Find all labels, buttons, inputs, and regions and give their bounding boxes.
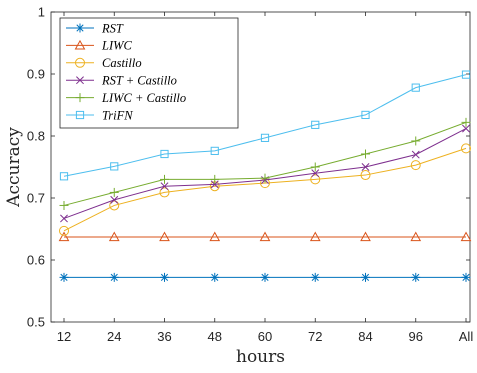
y-tick-label: 0.7 [27,191,45,206]
legend-entry: RST + Castillo [66,74,177,88]
marker-asterisk [361,272,370,282]
series-trifn [59,70,471,181]
marker-square [461,70,471,79]
marker-square [110,162,119,171]
series-liwc [58,231,472,242]
marker-circle [310,174,321,185]
marker-square [411,83,420,92]
x-tick-label: 36 [157,329,171,344]
marker-circle [59,225,69,236]
marker-asterisk [75,23,85,33]
marker-triangle [460,231,472,242]
marker-asterisk [109,272,119,282]
series-castillo [59,143,471,236]
marker-square [160,149,169,159]
marker-plus [210,174,220,184]
marker-x [361,163,370,171]
y-tick-label: 0.8 [27,129,45,144]
series-line [63,74,467,177]
marker-triangle [108,231,120,242]
marker-asterisk [310,272,320,282]
legend-label: LIWC + Castillo [101,91,186,105]
marker-x [110,195,119,204]
marker-plus [461,117,471,127]
series-liwc-castillo [59,117,471,210]
marker-triangle [259,231,271,242]
marker-asterisk [210,272,220,282]
series-rst [59,272,471,282]
marker-circle [461,143,471,154]
legend-entry: Castillo [66,56,142,70]
marker-x [462,124,470,133]
marker-triangle [209,231,221,242]
axis-ticks: 0.5 0.6 0.7 0.8 0.9 1 12 24 36 48 60 72 84 96 All [27,5,473,345]
marker-plus [75,93,85,103]
marker-circle [109,200,120,211]
x-tick-label: 72 [308,329,322,344]
marker-x [311,169,320,178]
marker-square [75,110,85,120]
marker-plus [160,174,169,184]
legend-label: RST [101,21,124,35]
marker-circle [360,170,371,181]
marker-circle [410,160,421,171]
marker-asterisk [411,272,421,282]
marker-x [76,76,84,85]
legend-label: RST + Castillo [101,74,177,88]
marker-x [411,150,420,159]
y-axis-label: Accuracy [4,127,24,208]
marker-triangle [309,231,321,242]
marker-triangle [410,231,422,242]
legend-entry: TriFN [66,108,133,122]
marker-asterisk [260,272,270,282]
marker-square [59,172,69,181]
marker-plus [361,149,370,159]
legend-box [59,17,239,129]
x-tick-label: 96 [409,329,423,344]
marker-plus [59,200,69,210]
y-tick-label: 0.5 [27,315,45,330]
marker-asterisk [160,272,169,282]
marker-square [260,133,270,142]
marker-square [311,120,320,129]
marker-triangle [58,231,70,242]
x-axis-label: hours [236,347,285,367]
x-tick-label: 24 [107,329,121,344]
x-tick-label: 84 [358,329,372,344]
marker-asterisk [461,272,471,282]
marker-circle [159,187,170,198]
x-tick-label: All [459,329,474,344]
x-tick-label: 12 [57,329,71,344]
marker-plus [310,162,320,172]
marker-plus [260,173,270,183]
marker-square [361,110,370,120]
marker-asterisk [59,272,69,282]
marker-square [210,146,219,155]
marker-triangle [360,231,371,242]
legend-entry: RST [66,21,124,35]
y-tick-label: 0.9 [27,67,45,82]
marker-x [60,214,68,223]
y-tick-label: 1 [38,5,45,20]
marker-triangle [74,39,86,50]
marker-plus [109,187,119,197]
series-layer [58,70,472,282]
series-line [63,147,467,232]
marker-triangle [159,231,170,242]
legend-label: Castillo [102,56,142,70]
x-tick-label: 48 [208,329,222,344]
y-tick-label: 0.6 [27,253,45,268]
legend-entry: LIWC + Castillo [66,91,186,105]
legend-label: TriFN [102,108,133,122]
legend-entry: LIWC [66,39,133,53]
legend-label: LIWC [101,39,133,53]
marker-plus [411,136,421,146]
marker-x [210,180,219,189]
marker-x [160,182,169,191]
legend: RST LIWC Castillo RST + Castillo LIWC + Cast… [59,17,239,129]
x-tick-label: 60 [258,329,272,344]
marker-circle [75,57,85,68]
